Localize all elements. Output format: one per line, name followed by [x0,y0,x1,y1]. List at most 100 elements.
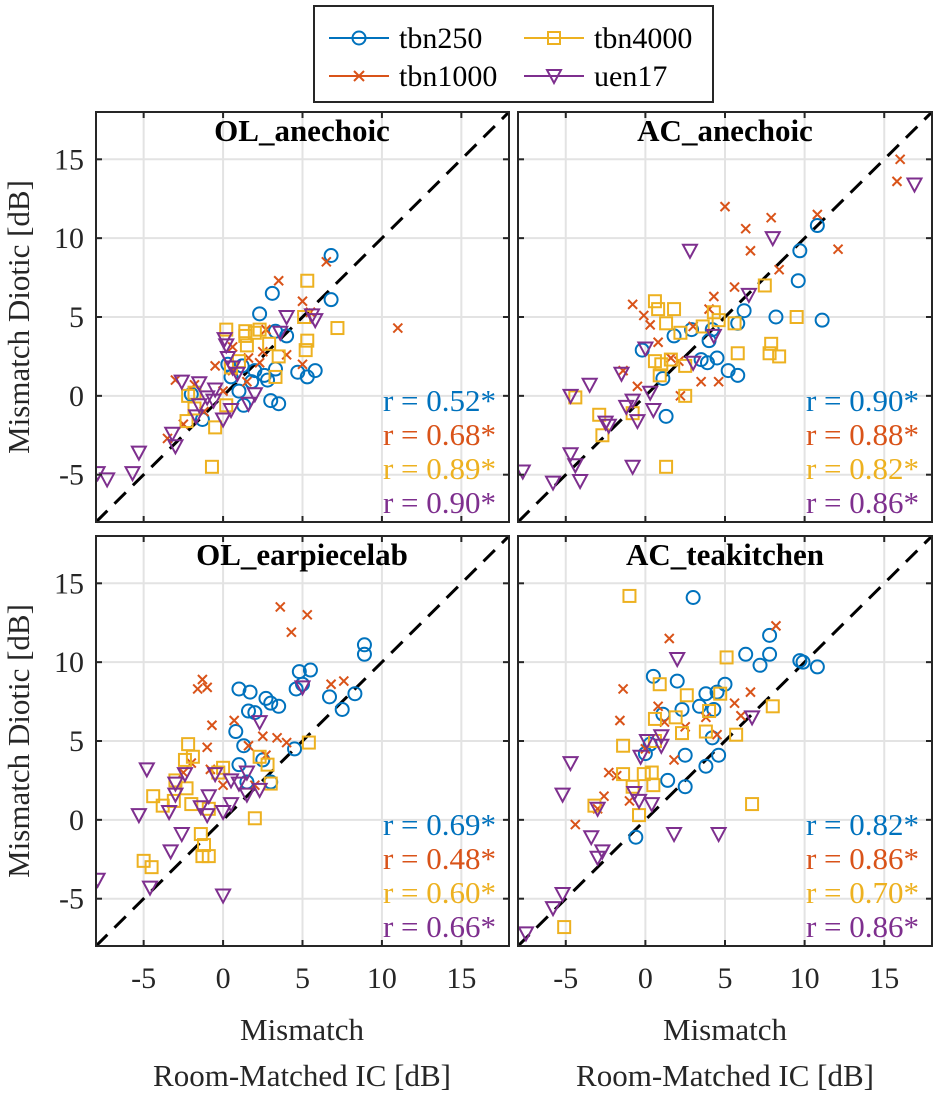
uen17-point [238,765,256,782]
tbn4000-point [184,797,199,812]
tbn1000-point [286,626,297,638]
y-tick-label: 10 [54,646,84,679]
correlation-label: r = 0.86* [806,485,919,520]
tbn1000-point [325,679,337,690]
tbn4000-point [675,726,690,741]
uen17-point [652,729,670,746]
tbn4000-point [659,316,674,331]
uen17-point [217,338,235,355]
uen17-point [198,808,216,825]
tbn1000-point [891,176,903,187]
tbn1000-point [254,357,265,368]
legend-label-tbn250: tbn250 [399,22,482,55]
tbn1000-point [217,779,229,791]
uen17-point [596,415,615,432]
tbn1000-point [338,675,350,687]
tbn4000-point [595,428,610,443]
uen17-point [665,827,683,844]
tbn4000-point [757,278,772,293]
uen17-point [636,341,655,358]
tbn1000-point [209,360,221,372]
tbn1000-point [206,720,218,731]
tbn250-point [738,646,754,662]
uen17-point [250,715,269,732]
correlation-label: r = 0.90* [383,485,496,520]
tbn4000-point [144,860,159,875]
uen17-point [293,680,312,697]
correlation-label: r = 0.86* [806,841,919,876]
uen17-point [222,403,240,420]
uen17-point [206,382,224,399]
tbn250-point [660,772,676,788]
tbn250-point [684,322,700,338]
tbn250-point [655,371,671,386]
tbn4000-point [300,273,315,288]
tbn4000-point [706,305,721,320]
tbn250-point [264,285,280,301]
panel-ac-teakitchen: -5 0 5 10 15 AC_teakitchen r = 0.82*r = 0.86… [516,534,934,995]
tbn1000-point [729,697,740,709]
tbn4000-point [616,738,631,753]
uen17-point [588,801,607,818]
uen17-point [219,351,237,368]
tbn4000-point [211,765,226,780]
tbn250-point [709,684,725,700]
tbn1000-point [392,322,404,334]
uen17-point [705,328,723,346]
tbn4000-point [568,390,583,405]
tbn4000-point [729,727,744,742]
tbn1000-point [273,275,284,286]
uen17-point [652,738,670,755]
uen17-point [190,376,208,393]
tbn1000-point [603,767,614,778]
x-tick-label: 0 [638,962,653,995]
tbn1000-point [321,256,332,268]
tbn4000-point [622,588,637,603]
uen17-point [709,827,728,844]
tbn1000-point [770,620,782,632]
tbn4000-point [745,797,760,812]
uen17-point [518,464,532,481]
tbn1000-point [617,683,629,695]
correlation-label: r = 0.82* [806,807,919,842]
tbn250-point [323,248,339,263]
uen17-point [166,439,185,456]
uen17-point [544,901,562,918]
uen17-point [561,388,580,405]
tbn4000-point [557,920,572,935]
uen17-point [173,827,191,844]
uen17-point [239,396,258,413]
tbn4000-point [652,677,667,692]
uen17-point [641,385,659,402]
y-tick-label: -5 [59,459,84,492]
tbn4000-point [185,749,200,764]
uen17-point [625,786,643,803]
legend-label-tbn1000: tbn1000 [399,60,497,93]
tbn250-point [809,659,825,675]
tbn1000-point [695,376,707,387]
tbn250-point [706,701,722,717]
tbn250-point [271,698,287,714]
tbn4000-point [252,749,267,764]
uen17-point [582,830,600,847]
uen17-point [200,789,218,806]
uen17-point [740,287,758,305]
tbn4000-point [592,407,607,422]
tbn4000-point [668,710,683,725]
x-tick-label: 10 [367,962,397,995]
uen17-point [204,393,223,410]
uen17-point [206,767,224,784]
correlation-label: r = 0.60* [383,875,496,910]
tbn4000-point [177,752,192,767]
tbn250-point [768,309,784,325]
uen17-point [644,403,663,420]
x-tick-label: -5 [553,962,578,995]
tbn4000-point [654,357,669,372]
tbn4000-point [330,321,345,336]
tbn1000-point [745,686,756,698]
y-axis-label-bottom: Mismatch Diotic [dB] [1,604,36,878]
tbn250-point [356,637,372,653]
correlation-label: r = 0.86* [806,909,919,944]
tbn4000-point [201,849,216,864]
uen17-point [628,414,647,431]
